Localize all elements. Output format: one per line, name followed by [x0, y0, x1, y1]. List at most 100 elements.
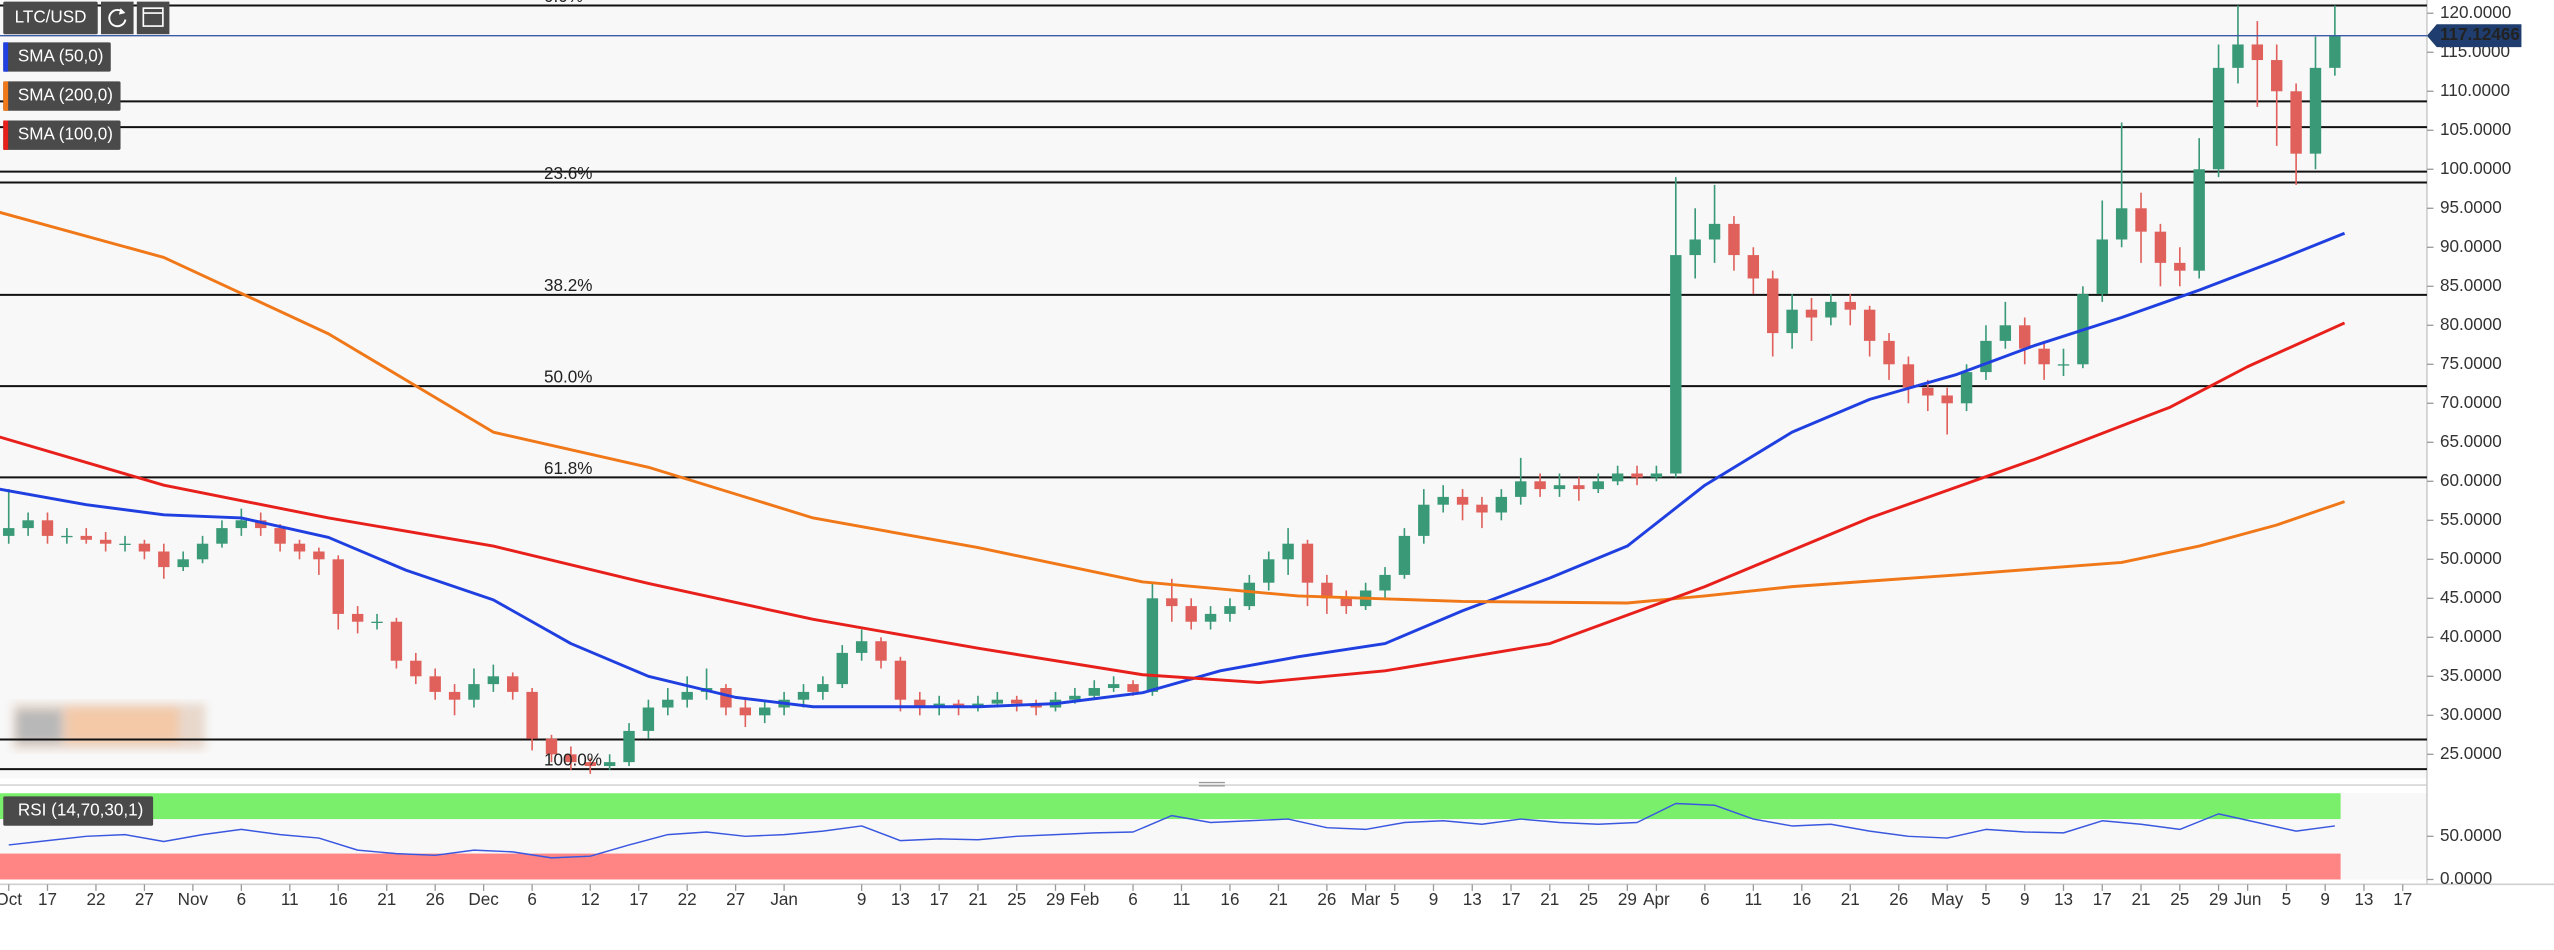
candle-body [1534, 481, 1546, 490]
legend-item[interactable]: SMA (200,0) [3, 81, 121, 111]
rsi-tick-label: 50.0000 [2440, 826, 2502, 845]
main-plot [0, 4, 2427, 774]
candle-body [1011, 699, 1023, 704]
y-tick-label: 100.0000 [2440, 159, 2511, 178]
main-pane [0, 0, 2427, 779]
candle-body [797, 691, 810, 700]
candle-body [80, 535, 92, 540]
y-tick-label: 80.0000 [2440, 315, 2502, 334]
x-tick-label: 5 [1981, 890, 1991, 909]
x-tick-label: 17 [2093, 890, 2112, 909]
candle-body [545, 738, 558, 755]
x-tick-label: 17 [1502, 890, 1521, 909]
x-tick-label: 27 [135, 890, 154, 909]
refresh-button[interactable] [100, 1, 134, 35]
candle-body [2193, 169, 2205, 271]
legend-label: RSI (14,70,30,1) [18, 801, 143, 820]
candle-body [1747, 255, 1760, 279]
y-tick-label: 90.0000 [2440, 237, 2502, 256]
rsi-overbought-band [0, 793, 2341, 820]
candle-body [1456, 496, 1469, 505]
candle-body [1418, 504, 1430, 536]
fib-label: 61.8% [544, 459, 592, 478]
x-tick-label: Oct [0, 890, 22, 909]
rsi-line [8, 802, 2335, 859]
y-tick-label: 75.0000 [2440, 354, 2502, 373]
candle-body [991, 699, 1004, 704]
x-tick-label: 17 [2393, 890, 2412, 909]
y-tick-label: 120.0000 [2440, 3, 2511, 22]
x-tick-label: Jun [2234, 890, 2262, 909]
x-tick-label: Apr [1643, 890, 1670, 909]
symbol-label: LTC/USD [15, 7, 87, 26]
x-tick-label: 25 [1579, 890, 1598, 909]
legend-item[interactable]: SMA (100,0) [3, 120, 121, 150]
legend-item[interactable]: SMA (50,0) [3, 42, 111, 72]
candle-body [507, 676, 519, 692]
candle-body [2019, 325, 2031, 349]
candle-body [1786, 309, 1798, 334]
x-tick-label: 6 [1700, 890, 1710, 909]
candle-body [2212, 67, 2225, 170]
x-tick-label: 16 [1220, 890, 1239, 909]
x-tick-label: Feb [1070, 890, 1099, 909]
candle-body [351, 613, 364, 622]
last-price-tag [2426, 24, 2522, 48]
candle-body [1825, 301, 1837, 318]
candle-body [487, 676, 500, 685]
candle-body [2271, 60, 2283, 92]
pane-handle[interactable] [1198, 781, 1225, 787]
candle-body [177, 559, 189, 568]
x-tick-label: 11 [281, 890, 299, 909]
candle-body [293, 543, 306, 552]
y-tick-label: 60.0000 [2440, 471, 2502, 490]
candle-body [1553, 485, 1566, 490]
candle-body [855, 641, 868, 653]
candle-body [875, 641, 887, 661]
x-tick-label: Mar [1351, 890, 1381, 909]
x-tick-label: Dec [468, 890, 499, 909]
candle-body [1321, 582, 1333, 599]
candle-body [1689, 239, 1701, 256]
candle-body [1999, 325, 2012, 341]
candle-body [1650, 473, 1663, 478]
x-tick-label: 6 [1128, 890, 1138, 909]
x-tick-label: 9 [2020, 890, 2030, 909]
legend-item[interactable]: RSI (14,70,30,1) [3, 796, 154, 826]
x-tick-label: 9 [2320, 890, 2330, 909]
candle-body [623, 730, 635, 763]
candle-body [1631, 473, 1643, 478]
candle-body [1767, 278, 1779, 334]
candle-body [429, 676, 441, 692]
symbol-box[interactable]: LTC/USD [3, 1, 98, 35]
candle-body [1263, 559, 1275, 583]
fib-label: 50.0% [544, 368, 592, 387]
candle-body [2174, 262, 2186, 271]
candle-body [1282, 543, 1294, 560]
x-tick-label: May [1931, 890, 1964, 909]
candle-body [1515, 481, 1527, 497]
y-tick-label: 95.0000 [2440, 198, 2502, 217]
candle-body [2057, 364, 2070, 366]
x-tick-label: 13 [1463, 890, 1482, 909]
candle-body [1224, 606, 1236, 614]
candle-body [1088, 688, 1100, 696]
candle-body [3, 528, 15, 536]
candle-body [1107, 684, 1120, 689]
x-tick-label: 21 [2132, 890, 2151, 909]
candle-body [1960, 372, 1973, 404]
candle-body [61, 535, 73, 538]
candle-body [914, 699, 926, 708]
candle-body [1902, 364, 1915, 388]
x-tick-label: 5 [2282, 890, 2292, 909]
y-tick-label: 105.0000 [2440, 120, 2511, 139]
candle-body [1398, 535, 1411, 575]
candle-body [274, 528, 286, 544]
candle-body [2309, 67, 2322, 154]
candle-body [2232, 44, 2244, 68]
candle-body [1708, 223, 1721, 240]
x-tick-label: 9 [857, 890, 867, 909]
calendar-button[interactable] [136, 1, 170, 35]
candle-body [1379, 574, 1391, 591]
x-tick-label: 21 [968, 890, 987, 909]
